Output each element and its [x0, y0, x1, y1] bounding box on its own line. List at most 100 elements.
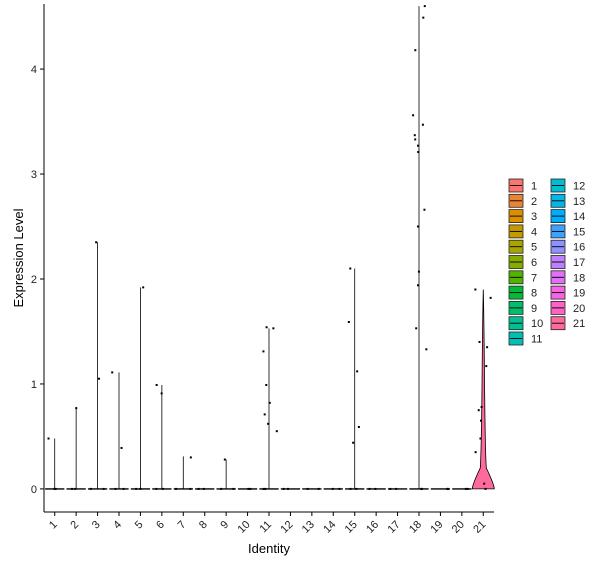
data-point	[423, 5, 426, 8]
legend-label: 18	[573, 272, 585, 284]
data-point	[352, 441, 355, 444]
data-point	[272, 327, 275, 330]
x-tick-label: 13	[300, 519, 317, 536]
x-tick-label: 6	[154, 519, 167, 532]
legend-label: 19	[573, 288, 585, 300]
data-point	[220, 487, 223, 490]
data-point	[71, 487, 74, 490]
y-axis-title: Expression Level	[11, 208, 26, 307]
legend-item-18: 18	[550, 270, 585, 284]
x-tick-label: 14	[321, 519, 338, 536]
legend-item-1: 1	[508, 178, 537, 193]
data-point	[349, 267, 352, 270]
legend-item-3: 3	[508, 209, 537, 223]
data-point	[395, 487, 398, 490]
data-point	[89, 487, 92, 490]
data-point	[267, 422, 270, 425]
x-tick-label: 7	[176, 519, 189, 532]
x-axis-title: Identity	[248, 541, 290, 556]
data-point	[414, 49, 417, 52]
data-point	[53, 487, 56, 490]
x-tick-label: 3	[90, 519, 103, 532]
legend-label: 21	[573, 318, 585, 330]
data-point	[480, 406, 483, 409]
data-point	[265, 384, 268, 386]
legend-item-11: 11	[508, 331, 542, 346]
x-tick-label: 1	[47, 519, 60, 532]
violin-body-21	[471, 289, 495, 490]
data-point	[249, 487, 252, 490]
data-point	[114, 487, 117, 490]
data-point	[317, 487, 320, 490]
data-point	[464, 487, 467, 490]
violin-group-15	[345, 268, 365, 490]
data-point	[306, 487, 309, 490]
data-point	[262, 350, 265, 353]
legend-item-20: 20	[550, 300, 585, 315]
violin-group-1	[45, 438, 65, 490]
data-point	[477, 409, 480, 412]
legend-item-4: 4	[508, 224, 537, 238]
data-point	[417, 225, 420, 228]
x-tick-label: 18	[407, 519, 424, 536]
data-point	[197, 487, 200, 490]
violin-group-11	[259, 328, 279, 490]
data-point	[422, 16, 425, 19]
data-point	[347, 321, 350, 324]
data-point	[479, 437, 482, 440]
data-point	[484, 487, 487, 490]
data-point	[425, 348, 428, 351]
data-point	[139, 487, 142, 490]
legend-label: 11	[531, 334, 542, 346]
legend-label: 15	[573, 226, 585, 238]
x-tick-label: 16	[364, 519, 381, 536]
data-point	[423, 208, 426, 211]
legend-label: 20	[573, 303, 585, 315]
legend-item-14: 14	[550, 209, 585, 223]
legend-label: 1	[531, 181, 537, 193]
data-point	[474, 288, 477, 291]
legend-item-10: 10	[508, 316, 543, 330]
legend-item-17: 17	[550, 255, 585, 269]
legend-item-9: 9	[508, 300, 537, 315]
data-point	[202, 487, 205, 490]
plot-area	[45, 5, 495, 490]
x-tick-label: 19	[428, 519, 445, 536]
data-point	[160, 392, 163, 395]
data-point	[223, 458, 226, 461]
data-point	[135, 487, 138, 490]
legend-item-2: 2	[508, 193, 537, 208]
data-point	[189, 456, 192, 459]
legend-label: 7	[531, 272, 537, 284]
legend-label: 4	[531, 226, 537, 238]
data-point	[54, 487, 57, 490]
data-point	[417, 144, 420, 147]
data-point	[389, 487, 392, 490]
violin-group-4	[109, 372, 129, 490]
data-point	[486, 346, 489, 349]
legend-item-5: 5	[508, 239, 537, 254]
legend-label: 12	[573, 181, 585, 193]
violin-group-5	[130, 287, 151, 490]
data-point	[264, 487, 267, 490]
data-point	[415, 327, 418, 330]
legend-label: 9	[531, 303, 537, 315]
legend-label: 14	[573, 211, 585, 223]
data-point	[357, 425, 360, 428]
violin-group-9	[216, 459, 236, 490]
legend-item-13: 13	[550, 193, 585, 208]
y-tick-label: 4	[31, 64, 37, 76]
y-tick-label: 0	[31, 484, 37, 496]
data-point	[155, 487, 158, 490]
data-point	[98, 377, 101, 380]
x-tick-label: 4	[111, 519, 124, 532]
data-point	[489, 296, 492, 299]
data-point	[122, 487, 125, 490]
data-point	[338, 487, 341, 490]
legend-item-7: 7	[508, 270, 537, 284]
legend-item-8: 8	[508, 285, 537, 300]
data-point	[466, 487, 469, 490]
data-point	[414, 138, 417, 141]
data-point	[232, 487, 235, 490]
